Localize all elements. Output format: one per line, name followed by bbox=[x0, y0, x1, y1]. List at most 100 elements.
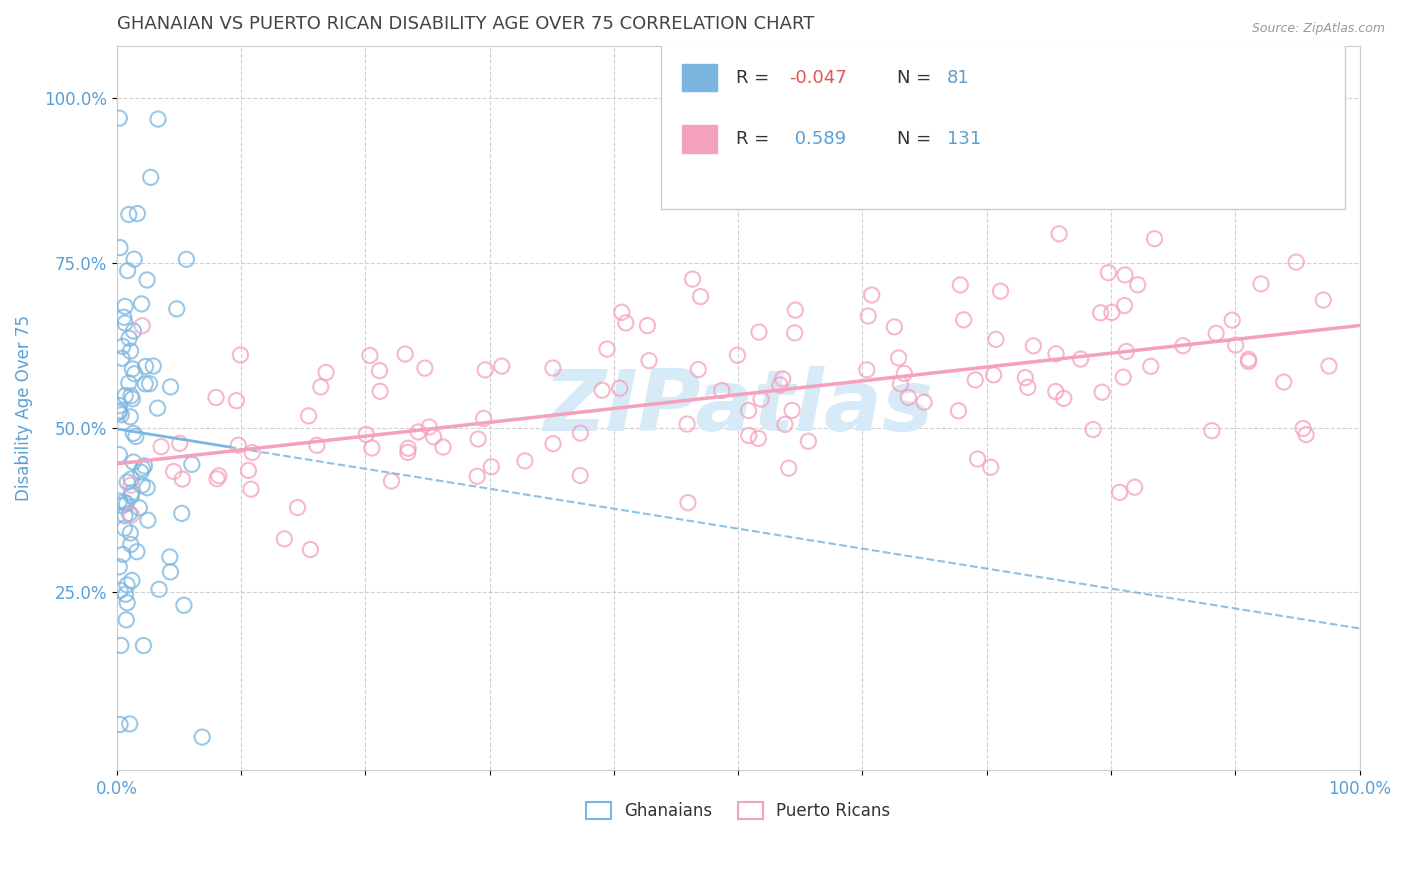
Point bbox=[108, 494, 131, 508]
Point bbox=[1047, 227, 1070, 241]
Point bbox=[479, 459, 502, 474]
Point bbox=[797, 434, 820, 449]
Point bbox=[541, 361, 564, 376]
Point bbox=[131, 318, 153, 333]
Point bbox=[1017, 380, 1039, 394]
Point bbox=[1045, 347, 1067, 361]
Point bbox=[1101, 305, 1123, 319]
Point bbox=[990, 284, 1012, 298]
Point bbox=[1091, 385, 1114, 400]
Text: N =: N = bbox=[897, 130, 938, 148]
Point bbox=[689, 289, 711, 303]
Point bbox=[596, 342, 619, 356]
Point bbox=[467, 432, 489, 446]
Point bbox=[361, 441, 384, 455]
Point bbox=[131, 297, 153, 311]
Point bbox=[1053, 392, 1076, 406]
Point bbox=[569, 426, 592, 441]
Point bbox=[120, 478, 142, 492]
Point bbox=[120, 472, 142, 486]
Text: 0.589: 0.589 bbox=[789, 130, 846, 148]
Point bbox=[1112, 370, 1135, 384]
Point bbox=[208, 468, 231, 483]
Point bbox=[108, 717, 131, 731]
Point bbox=[465, 469, 488, 483]
Point bbox=[122, 324, 145, 338]
Point bbox=[127, 206, 149, 220]
Point bbox=[359, 348, 381, 362]
Point bbox=[120, 344, 142, 359]
Point bbox=[110, 639, 132, 653]
Point bbox=[1272, 375, 1295, 389]
Point bbox=[205, 472, 228, 486]
Point bbox=[112, 495, 135, 509]
Point bbox=[120, 489, 142, 503]
Point bbox=[1143, 232, 1166, 246]
Point bbox=[1126, 277, 1149, 292]
Point bbox=[150, 440, 173, 454]
Y-axis label: Disability Age Over 75: Disability Age Over 75 bbox=[15, 315, 32, 500]
Point bbox=[1285, 255, 1308, 269]
Point bbox=[368, 384, 391, 399]
Point bbox=[780, 403, 803, 417]
Point bbox=[406, 425, 429, 439]
Point bbox=[117, 475, 139, 489]
Point bbox=[115, 613, 138, 627]
Point bbox=[856, 363, 879, 377]
Point bbox=[1022, 339, 1045, 353]
Point bbox=[111, 339, 134, 353]
Point bbox=[125, 429, 148, 443]
Text: R =: R = bbox=[735, 130, 775, 148]
Point bbox=[688, 362, 710, 376]
Point bbox=[887, 351, 910, 365]
Point bbox=[299, 542, 322, 557]
Point bbox=[472, 411, 495, 425]
Point bbox=[636, 318, 658, 333]
Text: R =: R = bbox=[735, 69, 775, 87]
Point bbox=[1097, 266, 1119, 280]
Point bbox=[354, 427, 377, 442]
Point bbox=[1070, 352, 1092, 367]
Point bbox=[418, 420, 440, 434]
Point bbox=[120, 537, 142, 551]
Point bbox=[860, 288, 883, 302]
Point bbox=[114, 299, 136, 313]
Point bbox=[139, 170, 162, 185]
Point bbox=[1225, 338, 1247, 352]
Point bbox=[120, 389, 142, 403]
Point bbox=[228, 438, 250, 452]
Point bbox=[682, 272, 704, 286]
Point bbox=[120, 508, 142, 522]
Text: Source: ZipAtlas.com: Source: ZipAtlas.com bbox=[1251, 22, 1385, 36]
Point bbox=[1114, 299, 1136, 313]
Bar bbox=[682, 126, 717, 153]
Point bbox=[128, 500, 150, 515]
Point bbox=[225, 393, 247, 408]
Bar bbox=[682, 63, 717, 91]
Point bbox=[118, 331, 141, 345]
Point bbox=[122, 252, 145, 267]
Point bbox=[889, 376, 911, 391]
Point bbox=[1292, 421, 1315, 435]
Point bbox=[108, 405, 131, 419]
Point bbox=[422, 430, 444, 444]
Point bbox=[710, 384, 733, 398]
Point bbox=[148, 582, 170, 597]
Point bbox=[1312, 293, 1334, 307]
Point bbox=[273, 532, 295, 546]
Point bbox=[111, 548, 134, 562]
Text: 81: 81 bbox=[946, 69, 970, 87]
Point bbox=[315, 366, 337, 380]
Point bbox=[121, 392, 143, 406]
Point bbox=[239, 482, 262, 496]
Point bbox=[1201, 424, 1223, 438]
Point bbox=[131, 461, 153, 475]
FancyBboxPatch shape bbox=[661, 38, 1344, 209]
Point bbox=[114, 389, 136, 403]
Point bbox=[1045, 384, 1067, 399]
Point bbox=[136, 273, 159, 287]
Point bbox=[170, 507, 193, 521]
Point bbox=[118, 717, 141, 731]
Point bbox=[609, 381, 631, 395]
Point bbox=[122, 426, 145, 441]
